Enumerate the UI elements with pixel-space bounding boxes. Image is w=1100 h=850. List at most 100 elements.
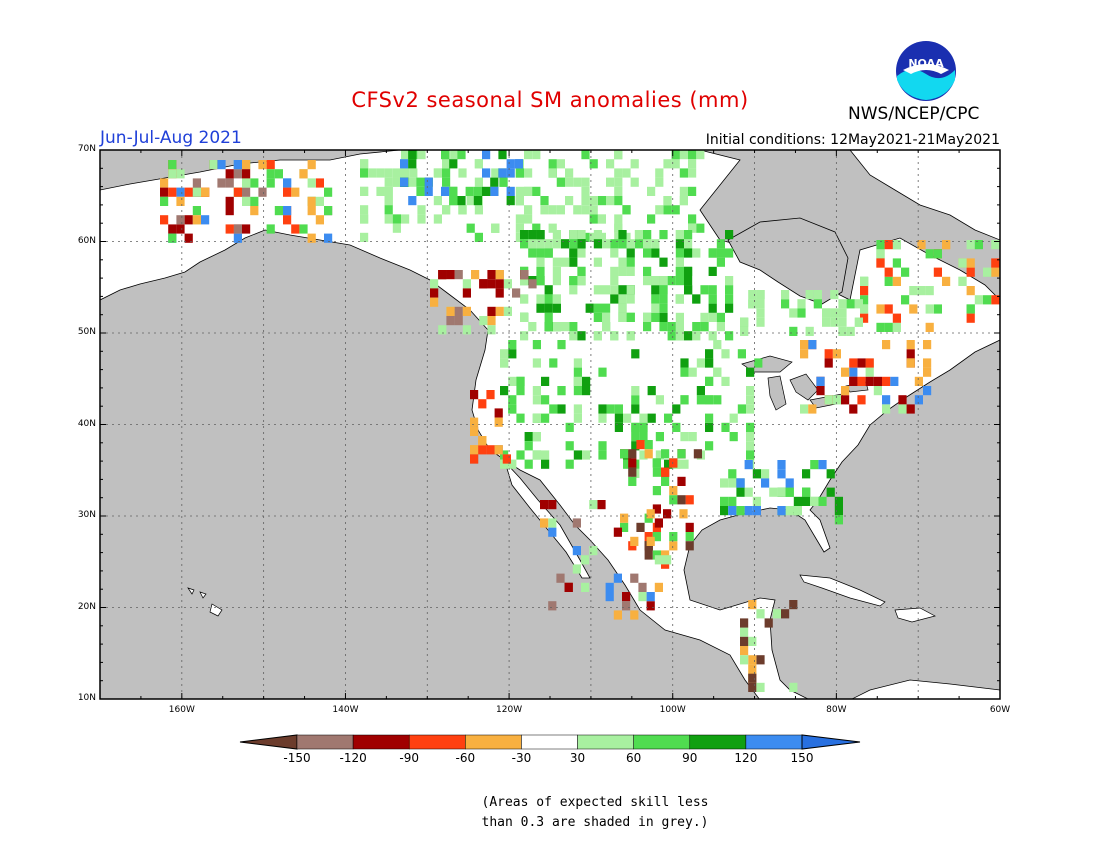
anomaly-cell — [748, 664, 757, 674]
anomaly-cell — [925, 286, 934, 296]
anomaly-cell — [876, 322, 885, 332]
anomaly-cell — [688, 159, 697, 169]
anomaly-cell — [890, 376, 899, 386]
anomaly-cell — [684, 266, 693, 276]
anomaly-cell — [450, 150, 459, 160]
anomaly-cell — [781, 290, 790, 300]
anomaly-cell — [846, 326, 855, 336]
anomaly-cell — [613, 527, 622, 537]
anomaly-cell — [713, 367, 722, 377]
anomaly-cell — [454, 306, 463, 316]
anomaly-cell — [490, 186, 499, 196]
anomaly-cell — [610, 276, 619, 286]
anomaly-cell — [482, 150, 491, 160]
anomaly-cell — [433, 214, 442, 224]
axis-ticks — [99, 149, 1001, 700]
anomaly-cell — [679, 196, 688, 206]
anomaly-cell — [508, 459, 517, 469]
anomaly-cell — [626, 294, 635, 304]
anomaly-cell — [725, 294, 734, 304]
anomaly-cell — [849, 358, 858, 368]
anomaly-cell — [810, 496, 819, 506]
anomaly-cell — [597, 196, 606, 206]
anomaly-cell — [744, 487, 753, 497]
anomaly-cell — [729, 432, 738, 442]
anomaly-cell — [176, 196, 185, 206]
anomaly-cell — [651, 248, 660, 258]
anomaly-cell — [392, 168, 401, 178]
anomaly-cell — [651, 303, 660, 313]
anomaly-cell — [966, 267, 975, 277]
anomaly-cell — [585, 303, 594, 313]
anomaly-cell — [728, 506, 737, 516]
anomaly-cell — [647, 214, 656, 224]
anomaly-cell — [520, 276, 529, 286]
anomaly-cell — [201, 187, 210, 197]
anomaly-cell — [652, 467, 661, 477]
anomaly-cell — [577, 331, 586, 341]
anomaly-cell — [854, 317, 863, 327]
anomaly-cell — [168, 160, 177, 170]
anomaly-cell — [201, 215, 210, 225]
anomaly-cell — [524, 186, 533, 196]
anomaly-cell — [516, 376, 525, 386]
anomaly-cell — [746, 450, 755, 460]
anomaly-cell — [441, 186, 450, 196]
anomaly-cell — [675, 312, 684, 322]
anomaly-cell — [906, 340, 915, 350]
anomaly-cell — [192, 206, 201, 216]
anomaly-cell — [991, 258, 1000, 268]
anomaly-cell — [675, 266, 684, 276]
anomaly-cell — [516, 413, 525, 423]
anomaly-cell — [832, 395, 841, 405]
anomaly-cell — [283, 215, 292, 225]
anomaly-cell — [655, 168, 664, 178]
anomaly-cell — [857, 395, 866, 405]
anomaly-cell — [628, 458, 637, 468]
anomaly-cell — [628, 476, 637, 486]
anomaly-cell — [225, 196, 234, 206]
lon-label: 60W — [989, 705, 1011, 715]
lat-label: 70N — [77, 144, 96, 154]
anomaly-cell — [983, 295, 992, 305]
anomaly-cell — [184, 233, 193, 243]
anomaly-cell — [474, 177, 483, 187]
anomaly-cell — [643, 230, 652, 240]
anomaly-cell — [708, 266, 717, 276]
anomaly-cell — [802, 469, 811, 479]
anomaly-cell — [324, 187, 333, 197]
anomaly-cell — [777, 487, 786, 497]
anomaly-cell — [746, 404, 755, 414]
anomaly-cell — [569, 322, 578, 332]
lat-label: 20N — [77, 601, 96, 612]
anomaly-cell — [384, 186, 393, 196]
anomaly-cell — [830, 308, 839, 318]
anomaly-cell — [906, 404, 915, 414]
anomaly-cell — [805, 326, 814, 336]
anomaly-cell — [610, 285, 619, 295]
anomaly-cell — [470, 445, 479, 455]
anomaly-cell — [661, 467, 670, 477]
anomaly-cell — [598, 441, 607, 451]
anomaly-cell — [892, 313, 901, 323]
anomaly-cell — [176, 169, 185, 179]
anomaly-cell — [644, 550, 653, 560]
anomaly-cell — [225, 178, 234, 188]
anomaly-cell — [565, 196, 574, 206]
anomaly-cell — [925, 304, 934, 314]
anomaly-cell — [826, 469, 835, 479]
anomaly-cell — [708, 294, 717, 304]
anomaly-cell — [160, 215, 169, 225]
anomaly-cell — [974, 295, 983, 305]
anomaly-cell — [217, 160, 226, 170]
anomaly-cell — [663, 205, 672, 215]
anomaly-cell — [841, 367, 850, 377]
anomaly-cell — [744, 460, 753, 470]
anomaly-cell — [384, 196, 393, 206]
anomaly-cell — [500, 349, 509, 359]
anomaly-cell — [769, 487, 778, 497]
anomaly-cell — [849, 367, 858, 377]
anomaly-cell — [692, 294, 701, 304]
anomaly-cell — [626, 257, 635, 267]
anomaly-cell — [716, 239, 725, 249]
